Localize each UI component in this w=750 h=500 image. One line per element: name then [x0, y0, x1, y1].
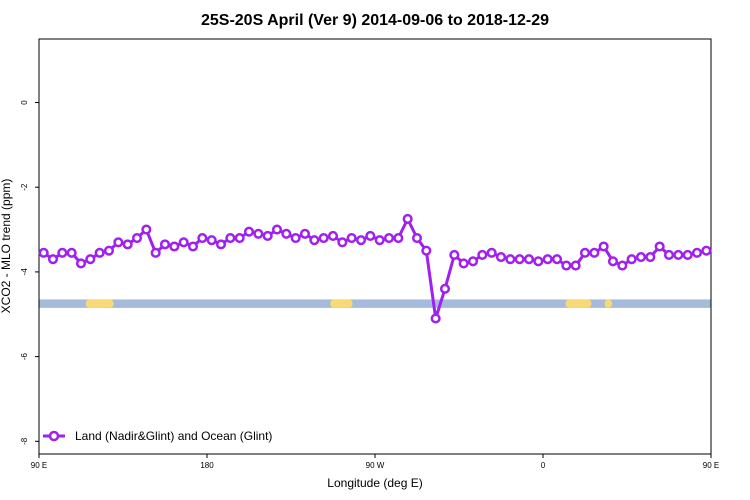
y-tick-label: -8 — [20, 437, 29, 445]
y-tick-label: -2 — [20, 183, 29, 191]
data-point — [421, 245, 432, 256]
data-point — [215, 239, 227, 250]
data-point — [225, 232, 236, 244]
data-point — [607, 256, 619, 267]
data-point — [253, 228, 264, 239]
data-point — [169, 241, 180, 252]
data-point — [346, 232, 357, 244]
land-segment — [330, 299, 353, 308]
data-point — [411, 232, 423, 244]
y-axis-label: XCO2 - MLO trend (ppm) — [0, 179, 13, 314]
ocean-band — [39, 299, 711, 308]
x-axis-label: Longitude (deg E) — [327, 476, 422, 490]
data-point — [47, 254, 59, 265]
data-point — [486, 247, 497, 258]
data-point — [523, 254, 535, 265]
legend-label: Land (Nadir&Glint) and Ocean (Glint) — [75, 429, 272, 443]
data-point — [383, 232, 395, 244]
data-point — [654, 241, 665, 252]
data-point — [673, 249, 684, 261]
y-axis: 0 -2 -4 -6 -8 — [20, 100, 39, 445]
data-point — [131, 232, 143, 244]
data-point — [514, 254, 525, 265]
data-point — [393, 232, 404, 244]
chart-title: 25S-20S April (Ver 9) 2014-09-06 to 2018… — [201, 12, 549, 29]
data-point — [430, 313, 441, 324]
data-point — [682, 249, 693, 261]
data-point — [150, 247, 161, 258]
data-point — [75, 258, 87, 269]
land-segment — [565, 299, 592, 308]
x-tick-label: 90 E — [31, 461, 47, 470]
data-point — [243, 226, 255, 237]
data-point — [561, 260, 572, 271]
data-point — [57, 247, 68, 258]
data-point — [94, 247, 105, 258]
y-tick-label: -6 — [20, 353, 29, 361]
data-point — [598, 241, 609, 252]
plot-frame — [38, 38, 712, 455]
x-axis: 90 E 180 90 W 0 90 E — [31, 454, 719, 470]
data-point — [691, 247, 703, 258]
x-tick-label: 90 E — [703, 461, 719, 470]
data-point — [533, 256, 544, 267]
data-point — [103, 245, 115, 256]
data-point — [617, 260, 628, 271]
data-point — [458, 258, 469, 269]
land-segment — [604, 299, 613, 308]
data-point — [122, 239, 133, 250]
data-point — [178, 237, 189, 248]
data-point — [477, 249, 488, 261]
data-point — [299, 228, 311, 239]
data-point — [197, 232, 208, 244]
y-tick-label: -4 — [20, 268, 29, 276]
data-point — [159, 239, 171, 250]
data-point — [38, 247, 49, 258]
data-point — [551, 254, 563, 265]
data-point — [355, 235, 367, 246]
data-point — [187, 241, 199, 252]
data-point — [66, 247, 77, 258]
legend-marker — [48, 430, 60, 442]
data-point — [589, 247, 600, 258]
data-point — [701, 245, 712, 256]
data-point — [663, 249, 675, 261]
data-point — [495, 252, 507, 263]
data-point — [234, 232, 245, 244]
data-point — [505, 254, 516, 265]
data-point — [374, 235, 385, 246]
surface-band — [39, 299, 711, 308]
data-point — [402, 213, 413, 225]
data-point — [579, 247, 591, 258]
data-point — [206, 235, 217, 246]
data-point — [449, 249, 460, 261]
data-point — [337, 237, 348, 248]
legend: Land (Nadir&Glint) and Ocean (Glint) — [43, 429, 272, 443]
data-point — [281, 228, 292, 239]
data-point — [645, 252, 656, 263]
data-point — [290, 232, 301, 244]
data-point — [570, 260, 581, 271]
data-point — [365, 230, 376, 241]
x-tick-label: 180 — [200, 461, 214, 470]
data-point — [327, 230, 339, 241]
data-point — [309, 235, 320, 246]
series-layer — [38, 213, 712, 324]
data-point — [85, 254, 96, 265]
x-tick-label: 0 — [541, 461, 546, 470]
data-point — [113, 237, 124, 248]
data-point — [141, 224, 152, 235]
data-point — [467, 256, 479, 267]
data-point — [626, 254, 637, 265]
data-point — [271, 224, 283, 235]
data-point — [318, 232, 329, 244]
data-point — [635, 252, 647, 263]
data-point — [542, 254, 553, 265]
data-point — [262, 230, 273, 241]
y-tick-label: 0 — [20, 100, 29, 105]
data-point — [439, 283, 451, 294]
land-segment — [85, 299, 114, 308]
x-tick-label: 90 W — [366, 461, 385, 470]
